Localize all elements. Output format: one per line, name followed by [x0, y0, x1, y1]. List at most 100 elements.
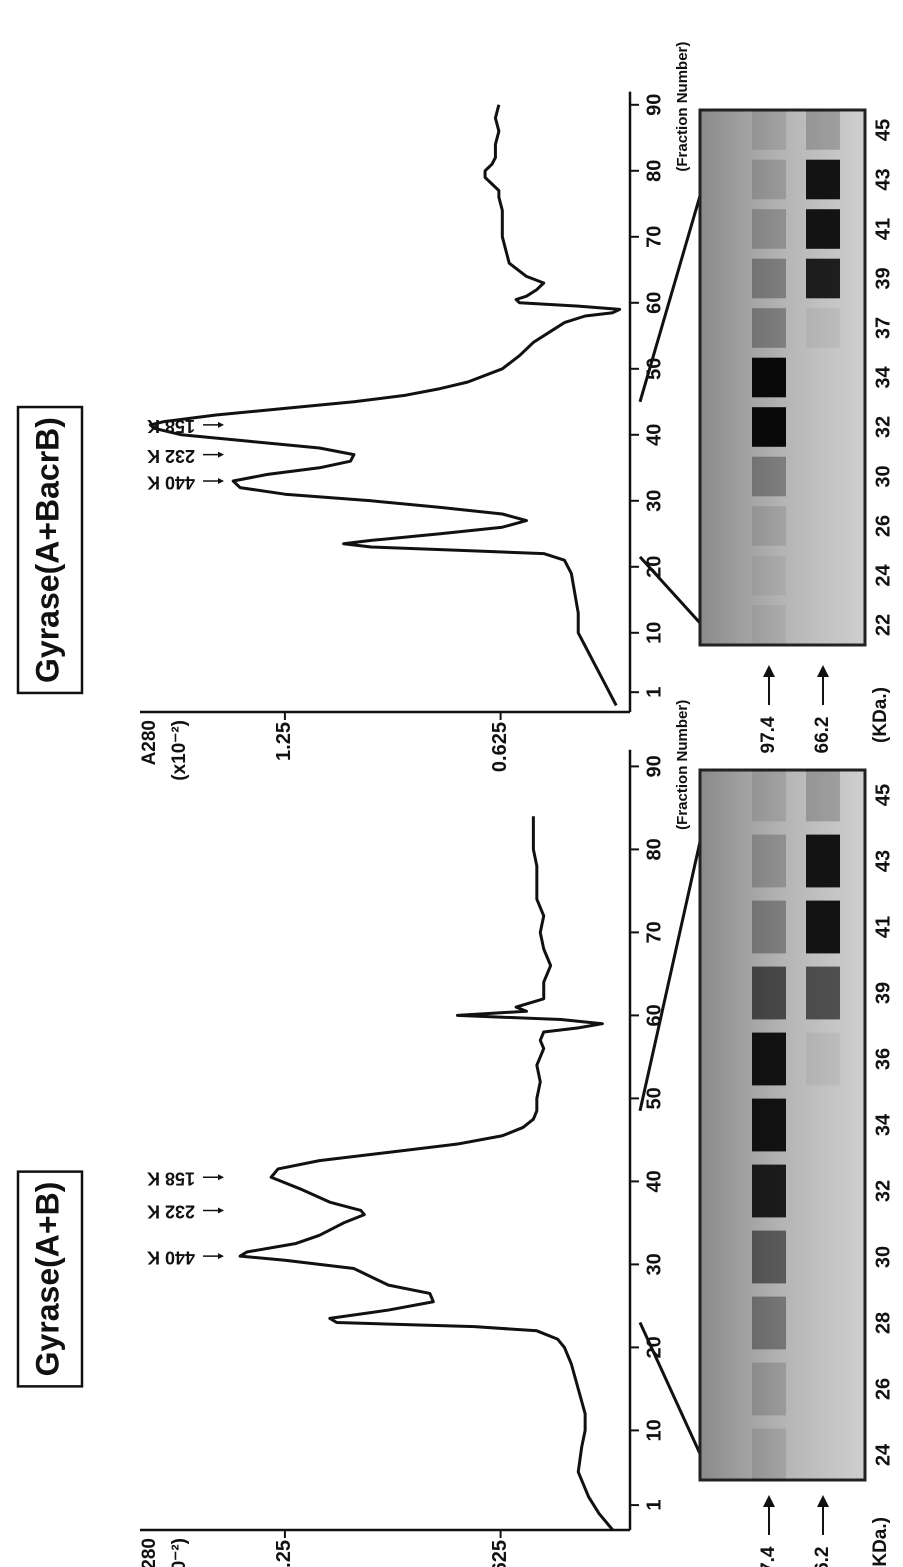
marker-arrowhead [763, 1495, 775, 1507]
gel-band [752, 835, 786, 888]
lane-label: 26 [872, 515, 894, 537]
x-tick-label: 30 [643, 490, 665, 512]
lane-label: 41 [872, 916, 894, 938]
marker-unit: (KDa.) [870, 687, 891, 743]
x-tick-label: 90 [643, 755, 665, 777]
marker-label: 97.4 [758, 1546, 779, 1567]
gel-band [752, 407, 786, 447]
annotation-label: 158 K [147, 416, 195, 436]
gel-band [752, 457, 786, 497]
x-tick-label: 80 [643, 838, 665, 860]
x-tick-label: 70 [643, 226, 665, 248]
lane-label: 32 [872, 416, 894, 438]
lane-label: 30 [872, 1246, 894, 1268]
trace [150, 105, 619, 706]
annotation-arrowhead [218, 1253, 224, 1259]
gel-band [752, 1297, 786, 1350]
annotation-arrowhead [218, 452, 224, 458]
x-tick-label: 90 [643, 94, 665, 116]
y-tick-label: 0.625 [489, 722, 511, 772]
gel-band [752, 1363, 786, 1416]
lane-label: 32 [872, 1180, 894, 1202]
gel-band [806, 160, 840, 200]
annotation-label: 440 K [147, 1247, 195, 1267]
gel-band [752, 110, 786, 150]
x-tick-label: 1 [643, 687, 665, 698]
lane-label: 24 [872, 1443, 894, 1466]
gel-band [752, 901, 786, 954]
annotation-arrowhead [218, 1207, 224, 1213]
y-tick-label: 1.25 [273, 722, 295, 761]
lane-label: 39 [872, 982, 894, 1004]
lane-label: 30 [872, 465, 894, 487]
annotation-arrowhead [218, 1174, 224, 1180]
gel-band [752, 1231, 786, 1284]
marker-arrowhead [817, 665, 829, 677]
marker-label: 66.2 [812, 1547, 833, 1567]
y-axis-unit: (x10⁻²) [169, 1538, 190, 1567]
gel-band [752, 160, 786, 200]
x-tick-label: 70 [643, 921, 665, 943]
x-tick-label: 1 [643, 1500, 665, 1511]
gel-band [752, 1099, 786, 1152]
figure: Gyrase(A+B)A280(x10⁻²)1.250.625110203040… [0, 0, 903, 1567]
gel-band [752, 506, 786, 546]
marker-unit: (KDa.) [870, 1517, 891, 1567]
gel-band [752, 358, 786, 398]
lane-label: 22 [872, 614, 894, 636]
lane-label: 45 [872, 784, 894, 806]
lane-label: 43 [872, 168, 894, 190]
gel-band [806, 769, 840, 822]
gel-band [806, 259, 840, 299]
y-tick-label: 1.25 [273, 1540, 295, 1567]
gel-band [806, 209, 840, 249]
gel-band [806, 308, 840, 348]
x-tick-label: 10 [643, 622, 665, 644]
gel-band [752, 259, 786, 299]
x-axis-label: (Fraction Number) [674, 42, 691, 172]
gel-band [806, 110, 840, 150]
marker-label: 97.4 [758, 716, 779, 753]
lane-label: 34 [872, 1113, 894, 1136]
gel-band [806, 1033, 840, 1086]
x-tick-label: 60 [643, 292, 665, 314]
x-tick-label: 10 [643, 1419, 665, 1441]
lane-label: 39 [872, 267, 894, 289]
annotation-label: 232 K [147, 1202, 195, 1222]
lane-label: 41 [872, 218, 894, 240]
lane-label: 24 [872, 564, 894, 587]
gel-band [752, 1033, 786, 1086]
x-tick-label: 40 [643, 1170, 665, 1192]
gel-band [752, 605, 786, 645]
lane-label: 45 [872, 119, 894, 141]
gel-band [806, 967, 840, 1020]
annotation-label: 158 K [147, 1169, 195, 1189]
lane-label: 26 [872, 1378, 894, 1400]
y-axis-unit: (x10⁻²) [169, 720, 190, 781]
x-tick-label: 40 [643, 424, 665, 446]
x-tick-label: 30 [643, 1253, 665, 1275]
gel-band [752, 967, 786, 1020]
annotation-arrowhead [218, 478, 224, 484]
gel-band [752, 209, 786, 249]
marker-label: 66.2 [812, 717, 833, 754]
lane-label: 36 [872, 1048, 894, 1070]
x-tick-label: 50 [643, 1087, 665, 1109]
panel-title: Gyrase(A+B) [29, 1182, 65, 1377]
x-axis-label: (Fraction Number) [674, 700, 691, 830]
annotation-label: 232 K [147, 446, 195, 466]
gel-band [752, 1165, 786, 1218]
annotation-label: 440 K [147, 472, 195, 492]
lane-label: 43 [872, 850, 894, 872]
y-tick-label: 0.625 [489, 1540, 511, 1567]
gel-band [752, 769, 786, 822]
marker-arrowhead [763, 665, 775, 677]
lane-label: 34 [872, 366, 894, 389]
lane-label: 37 [872, 317, 894, 339]
page: Gyrase(A+B)A280(x10⁻²)1.250.625110203040… [0, 0, 903, 1567]
gel-band [752, 308, 786, 348]
gel-band [806, 835, 840, 888]
gel-band [806, 901, 840, 954]
y-axis-label: A280 [139, 1538, 160, 1567]
marker-arrowhead [817, 1495, 829, 1507]
